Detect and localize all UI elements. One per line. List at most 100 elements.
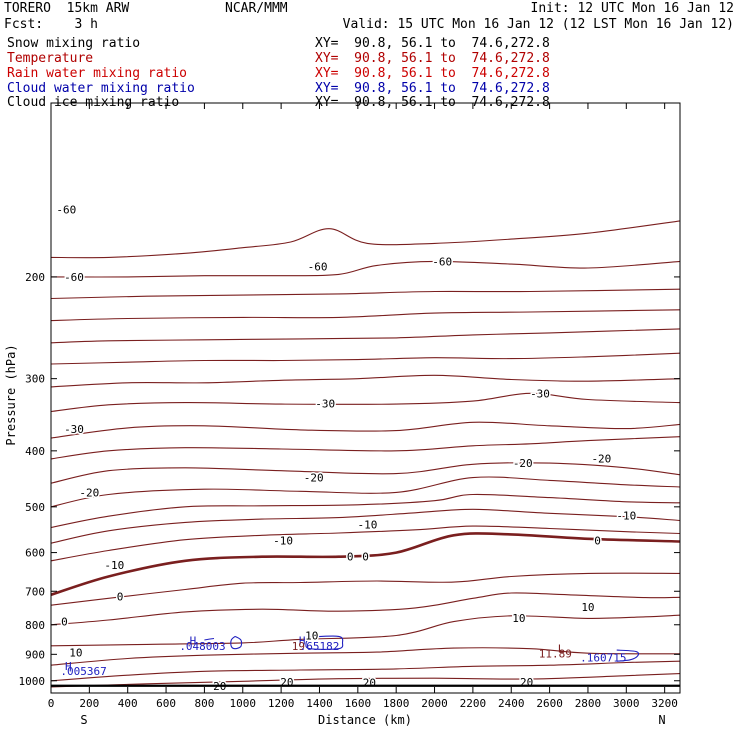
temperature-contour-label: 0 (362, 551, 369, 564)
extremum-annotation: .048003 (179, 640, 225, 653)
temperature-contour-label: 0 (117, 591, 124, 604)
init-time: Init: 12 UTC Mon 16 Jan 12 (530, 1, 735, 16)
extremum-annotation: L (558, 643, 565, 656)
temperature-contour-label: -10 (357, 519, 377, 532)
temperature-contour (51, 392, 680, 413)
x-tick-label: 2800 (575, 697, 602, 710)
field-label-temperature: Temperature (7, 51, 94, 66)
extremum-annotation: H (299, 635, 306, 648)
temperature-contour-label: 10 (305, 630, 318, 643)
x-tick-label: 3000 (613, 697, 640, 710)
field-xy-rain: XY= 90.8, 56.1 to 74.6,272.8 (315, 66, 550, 81)
extremum-annotation: .160715 (580, 652, 626, 665)
temperature-contour-label: 10 (581, 601, 594, 614)
temperature-contour-label: -30 (64, 423, 84, 436)
x-tick-label: 400 (118, 697, 138, 710)
y-axis-title: Pressure (hPa) (4, 344, 18, 445)
temperature-contour-label: -60 (56, 204, 76, 217)
temperature-contour-label: 10 (69, 646, 82, 659)
field-label-rain: Rain water mixing ratio (7, 66, 188, 81)
temperature-contour (51, 374, 680, 388)
temperature-contour (51, 508, 680, 544)
extremum-annotation: 11.89 (539, 647, 572, 660)
temperature-contour-label: 10 (512, 612, 525, 625)
y-tick-label: 900 (25, 648, 45, 661)
temperature-contour-label: 0 (594, 535, 601, 548)
x-tick-label: 600 (156, 697, 176, 710)
temperature-contour-label: 20 (363, 677, 376, 690)
temperature-contour (51, 614, 680, 647)
temperature-contour-label: -20 (79, 486, 99, 499)
x-tick-label: 1600 (345, 697, 372, 710)
axis-ticks: 0 200 400 600 800 1000 1200 1400 1600 1800 2000 220… (19, 103, 680, 710)
extremum-annotation: H (190, 635, 197, 648)
temperature-contour (51, 309, 680, 322)
temperature-contour (51, 493, 680, 529)
extremum-annotation: 19 (292, 640, 305, 653)
field-xy-cloud-ice: XY= 90.8, 56.1 to 74.6,272.8 (315, 95, 550, 110)
temperature-contour (51, 572, 680, 606)
extremum-annotation: .65182 (300, 640, 340, 653)
y-tick-label: 700 (25, 585, 45, 598)
x-tick-label: 2200 (460, 697, 487, 710)
x-tick-label: 800 (194, 697, 214, 710)
x-right-endpoint: N (658, 713, 665, 727)
y-tick-label: 1000 (19, 675, 46, 688)
extremum-annotation: H (65, 660, 72, 673)
cloud-water-contour (616, 649, 640, 662)
center-title: NCAR/MMM (225, 1, 288, 16)
temperature-contour (51, 532, 680, 597)
temperature-contour-label: -60 (308, 261, 328, 274)
x-tick-label: 200 (79, 697, 99, 710)
temperature-contour-label: -10 (616, 510, 636, 523)
x-tick-label: 0 (48, 697, 55, 710)
field-xy-temperature: XY= 90.8, 56.1 to 74.6,272.8 (315, 51, 550, 66)
temperature-contour (51, 328, 680, 344)
temperature-contour-label: -10 (273, 535, 293, 548)
temperature-contour (51, 647, 680, 666)
valid-time: Valid: 15 UTC Mon 16 Jan 12 (12 LST Mon … (342, 17, 734, 32)
temperature-contour-label: 20 (520, 676, 533, 689)
field-xy-cloud-water: XY= 90.8, 56.1 to 74.6,272.8 (315, 81, 550, 96)
x-tick-label: 1800 (383, 697, 410, 710)
temperature-contour-label: -20 (304, 472, 324, 485)
cloud-water-contour (230, 635, 243, 650)
temperature-contour-label: -10 (104, 559, 124, 572)
temperature-contour (51, 421, 680, 439)
cloud-water-contour (204, 637, 215, 641)
temperature-contour-label: 20 (280, 676, 293, 689)
field-label-snow: Snow mixing ratio (7, 36, 141, 51)
x-tick-label: 1200 (268, 697, 295, 710)
x-tick-label: 1000 (230, 697, 257, 710)
temperature-contour-label: -20 (513, 457, 533, 470)
temperature-contour (51, 592, 680, 626)
temperature-contour (51, 436, 680, 460)
x-axis-title: Distance (km) (318, 713, 412, 727)
temperature-contour-label: 0 (347, 551, 354, 564)
temperature-contour (51, 476, 680, 508)
temperature-contour (51, 288, 680, 300)
temperature-contour-label: -30 (315, 397, 335, 410)
x-tick-label: 1400 (306, 697, 333, 710)
field-label-cloud-ice: Cloud ice mixing ratio (7, 95, 180, 110)
temperature-contour (51, 525, 680, 562)
temperature-contour (51, 352, 680, 365)
y-tick-label: 800 (25, 619, 45, 632)
extremum-annotation: .005367 (60, 665, 106, 678)
temperature-contour-label: -30 (530, 387, 550, 400)
temperature-contour (51, 220, 680, 259)
temperature-contour (51, 462, 680, 484)
field-xy-snow: XY= 90.8, 56.1 to 74.6,272.8 (315, 36, 550, 51)
temperature-contours (51, 220, 680, 688)
y-tick-label: 200 (25, 271, 45, 284)
temperature-contour-label: -60 (432, 255, 452, 268)
temperature-contour-label: -60 (64, 271, 84, 284)
temperature-contour-label: -20 (591, 452, 611, 465)
x-left-endpoint: S (80, 713, 87, 727)
cloud-water-contour (305, 635, 344, 650)
y-tick-label: 600 (25, 547, 45, 560)
field-label-cloud-water: Cloud water mixing ratio (7, 81, 195, 96)
x-tick-label: 2000 (421, 697, 448, 710)
y-tick-label: 300 (25, 373, 45, 386)
